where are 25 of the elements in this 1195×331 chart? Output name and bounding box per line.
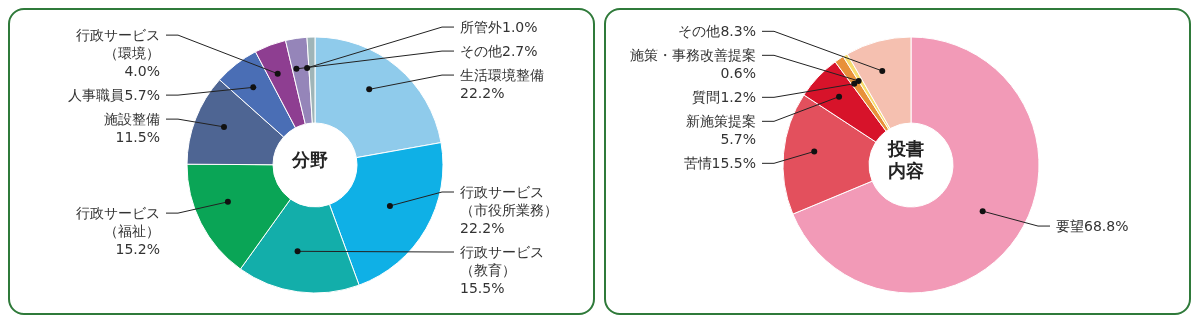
slice-label: 施設整備 [104, 111, 160, 128]
slice-label: 質問1.2% [692, 89, 756, 106]
slice-label: 人事職員5.7% [68, 87, 160, 104]
data-label: 0.6% [720, 65, 756, 82]
data-label: 22.2% [460, 220, 505, 236]
data-label: 11.5% [115, 129, 160, 146]
data-label: 22.2% [460, 85, 505, 102]
slice-label: 要望68.8% [1056, 218, 1129, 235]
slice-label: 所管外1.0% [460, 19, 538, 36]
slice-label: 行政サービス（市役所業務） [460, 184, 558, 218]
data-label: 5.7% [720, 131, 756, 148]
text: 投書内容 [888, 138, 924, 182]
slice-label: 苦情15.5% [683, 155, 756, 172]
slice-label: その他8.3% [678, 23, 756, 40]
slice-label: 行政サービス（環境） [76, 27, 160, 62]
data-label: 4.0% [124, 63, 160, 80]
slice-label: 施策・事務改善提案 [630, 47, 756, 64]
data-label: 15.2% [115, 241, 160, 258]
slice-label: その他2.7% [460, 43, 538, 60]
slice-label: 行政サービス（福祉） [76, 205, 160, 240]
slice-label: 行政サービス（教育） [460, 244, 544, 278]
data-label: 15.5% [460, 280, 505, 296]
slice-label: 生活環境整備 [460, 67, 544, 84]
slice-label: 新施策提案 [686, 113, 756, 130]
text: 分野 [292, 149, 328, 171]
